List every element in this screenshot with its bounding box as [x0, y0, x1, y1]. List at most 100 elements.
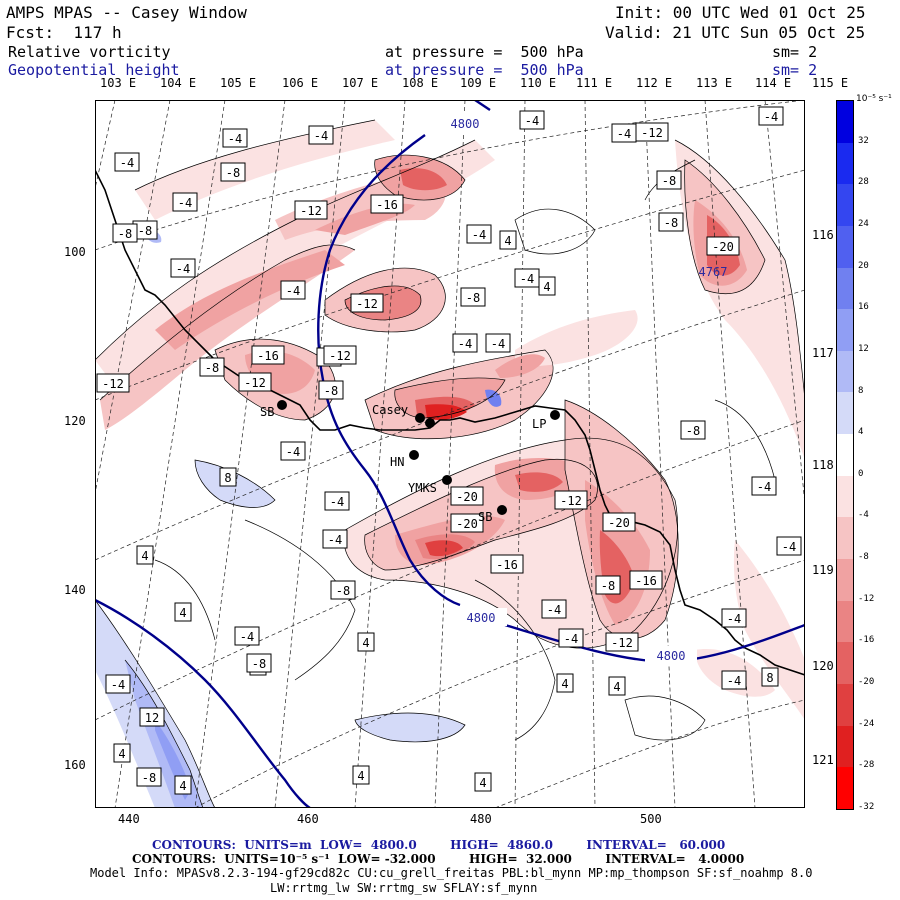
vorticity-label: -4 [240, 630, 254, 644]
station-marker[interactable] [277, 400, 287, 410]
longitude-label: 111 E [576, 76, 613, 90]
vorticity-label-box [357, 632, 375, 652]
colorbar-tick: -32 [858, 802, 875, 812]
station-label: LP [532, 417, 546, 431]
longitude-label: 109 E [460, 76, 497, 90]
field2-smooth: sm= 2 [772, 61, 818, 79]
colorbar-segment [837, 767, 853, 809]
vorticity-label-box [605, 632, 639, 652]
colorbar-tick: -16 [858, 635, 875, 646]
vorticity-label-box [251, 345, 285, 365]
vorticity-label: -8 [601, 579, 615, 593]
vorticity-label-box [96, 373, 130, 393]
vorticity-label-box [602, 512, 636, 532]
grid-x-label: 480 [470, 812, 492, 826]
vorticity-label-box [450, 513, 484, 533]
vorticity-label: 4 [357, 769, 364, 783]
station-label: Casey [372, 403, 408, 417]
station-marker[interactable] [497, 505, 507, 515]
colorbar-segment [837, 517, 853, 560]
vorticity-label: 4 [118, 747, 125, 761]
footer-model-info: Model Info: MPASv8.2.3-194-gf29cd82c CU:… [90, 866, 813, 880]
colorbar-segment [837, 600, 853, 643]
station-marker[interactable] [415, 413, 425, 423]
vorticity-label: -8 [686, 424, 700, 438]
vorticity-label: 8 [224, 471, 231, 485]
vorticity-label-box [294, 200, 328, 220]
vorticity-label: -4 [178, 196, 192, 210]
station-label: SB [478, 510, 492, 524]
vorticity-label: -12 [356, 297, 378, 311]
grid-y-label: 160 [64, 758, 86, 772]
vorticity-label: -4 [727, 674, 741, 688]
vorticity-label: -12 [641, 126, 663, 140]
colorbar-tick: -12 [858, 593, 875, 604]
longitude-label: 106 E [282, 76, 319, 90]
init-time: Init: 00 UTC Wed 01 Oct 25 [615, 3, 866, 22]
vorticity-label-box [172, 192, 198, 212]
vorticity-label: -4 [286, 445, 300, 459]
vorticity-label-box [466, 224, 492, 244]
vorticity-label: 4 [179, 606, 186, 620]
vorticity-label-box [170, 258, 196, 278]
vorticity-label: 12 [145, 711, 159, 725]
colorbar-segment [837, 392, 853, 435]
vorticity-label-box [608, 676, 626, 696]
vorticity-label-box [595, 575, 621, 595]
colorbar-tick: 12 [858, 343, 869, 354]
station-label: YMKS [408, 481, 437, 495]
vorticity-label-box [485, 333, 511, 353]
vorticity-label-box [558, 628, 584, 648]
vorticity-label: 4 [141, 549, 148, 563]
vorticity-label-box [460, 287, 486, 307]
vorticity-label-box [706, 236, 740, 256]
vorticity-label: -4 [757, 480, 771, 494]
longitude-label: 112 E [636, 76, 673, 90]
grid-x-label: 460 [297, 812, 319, 826]
vorticity-label: -4 [617, 127, 631, 141]
vorticity-label: -8 [662, 174, 676, 188]
vorticity-label-box [318, 380, 344, 400]
vorticity-label-box [136, 545, 154, 565]
vorticity-label-box [758, 106, 784, 126]
vorticity-label-box [370, 194, 404, 214]
longitude-label: 113 E [696, 76, 733, 90]
vorticity-label-box [330, 580, 356, 600]
vorticity-label: -16 [257, 349, 279, 363]
vorticity-label: -4 [520, 272, 534, 286]
height-labels: 4800 4800 4800 4767 [439, 114, 727, 664]
vorticity-label-box [112, 223, 138, 243]
vorticity-label-box [490, 554, 524, 574]
vorticity-label-box [680, 420, 706, 440]
vorticity-label: -4 [328, 533, 342, 547]
colorbar-segment [837, 683, 853, 726]
vorticity-label: -8 [324, 384, 338, 398]
vorticity-label: -4 [458, 337, 472, 351]
vorticity-label: -8 [252, 657, 266, 671]
grid-y-label: 140 [64, 583, 86, 597]
vorticity-label-box [105, 674, 131, 694]
station-marker[interactable] [409, 450, 419, 460]
station-marker[interactable] [442, 475, 452, 485]
vorticity-label-box [114, 152, 140, 172]
vorticity-label-box [220, 162, 246, 182]
vorticity-label: -16 [496, 558, 518, 572]
vorticity-label: -20 [608, 516, 630, 530]
vorticity-label: -8 [118, 227, 132, 241]
vorticity-label-box [519, 110, 545, 130]
vorticity-label: -12 [102, 377, 124, 391]
vorticity-label-box [556, 673, 574, 693]
vorticity-label-box [554, 490, 588, 510]
vorticity-label: -4 [176, 262, 190, 276]
colorbar-tick: 8 [858, 385, 864, 396]
vorticity-label-box [113, 743, 131, 763]
vorticity-label: -4 [547, 603, 561, 617]
station-marker[interactable] [425, 418, 435, 428]
vorticity-label-box [238, 372, 272, 392]
vorticity-label: -4 [491, 337, 505, 351]
longitude-label: 115 E [812, 76, 849, 90]
forecast-hour: Fcst: 117 h [6, 23, 122, 42]
map-title: AMPS MPAS -- Casey Window [6, 3, 247, 22]
stations: SB Casey HN YMKS LP SB [260, 400, 560, 524]
station-marker[interactable] [550, 410, 560, 420]
